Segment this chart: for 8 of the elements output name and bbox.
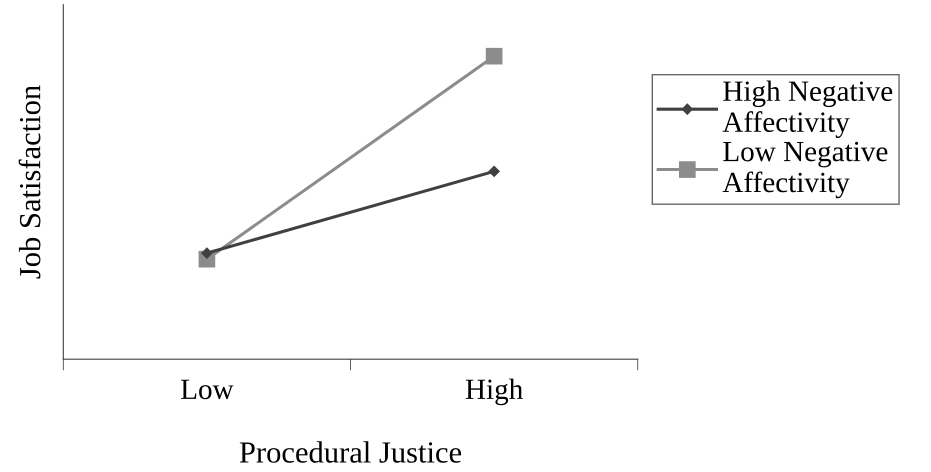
legend-label: High Negative Affectivity: [722, 80, 892, 138]
x-tick-label: Low: [181, 380, 234, 400]
legend-label: Low Negative Affectivity: [722, 142, 888, 198]
point: [486, 48, 502, 65]
x-axis-title: Procedural Justice: [240, 441, 462, 463]
y-axis-title: Job Satisfaction: [18, 85, 40, 278]
point: [488, 166, 500, 177]
x-tick-label: High: [466, 378, 523, 406]
